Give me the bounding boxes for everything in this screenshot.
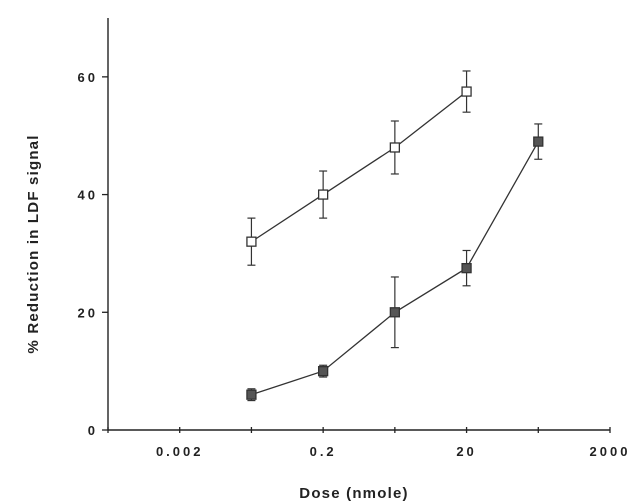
x-axis-label: Dose (nmole): [299, 485, 408, 502]
data-point: [533, 136, 544, 147]
data-point: [389, 307, 401, 318]
data-point: [317, 189, 329, 200]
y-tick-label: 60: [78, 70, 98, 85]
series-1: [246, 70, 472, 266]
data-point: [246, 236, 257, 247]
y-tick-label: 40: [78, 188, 98, 203]
series-line: [251, 141, 539, 396]
x-tick-label: 2000: [590, 444, 627, 459]
axes: [107, 18, 610, 431]
data-point: [317, 365, 329, 377]
series-2: [246, 123, 544, 402]
data-point: [461, 262, 472, 274]
x-tick-label: 0.002: [156, 444, 204, 459]
series-line: [251, 91, 467, 243]
x-tick-label: 20: [456, 444, 476, 459]
ticks: 0.002 0.2 20 2000 0 20 40 60: [78, 70, 627, 459]
series-layer: [246, 70, 544, 402]
y-tick-label: 0: [88, 423, 98, 438]
y-axis-label: % Reduction in LDF signal: [25, 134, 42, 353]
data-point: [389, 142, 401, 153]
x-tick-label: 0.2: [310, 444, 337, 459]
data-point: [246, 389, 257, 400]
y-tick-label: 20: [78, 305, 98, 320]
data-point: [461, 86, 472, 97]
